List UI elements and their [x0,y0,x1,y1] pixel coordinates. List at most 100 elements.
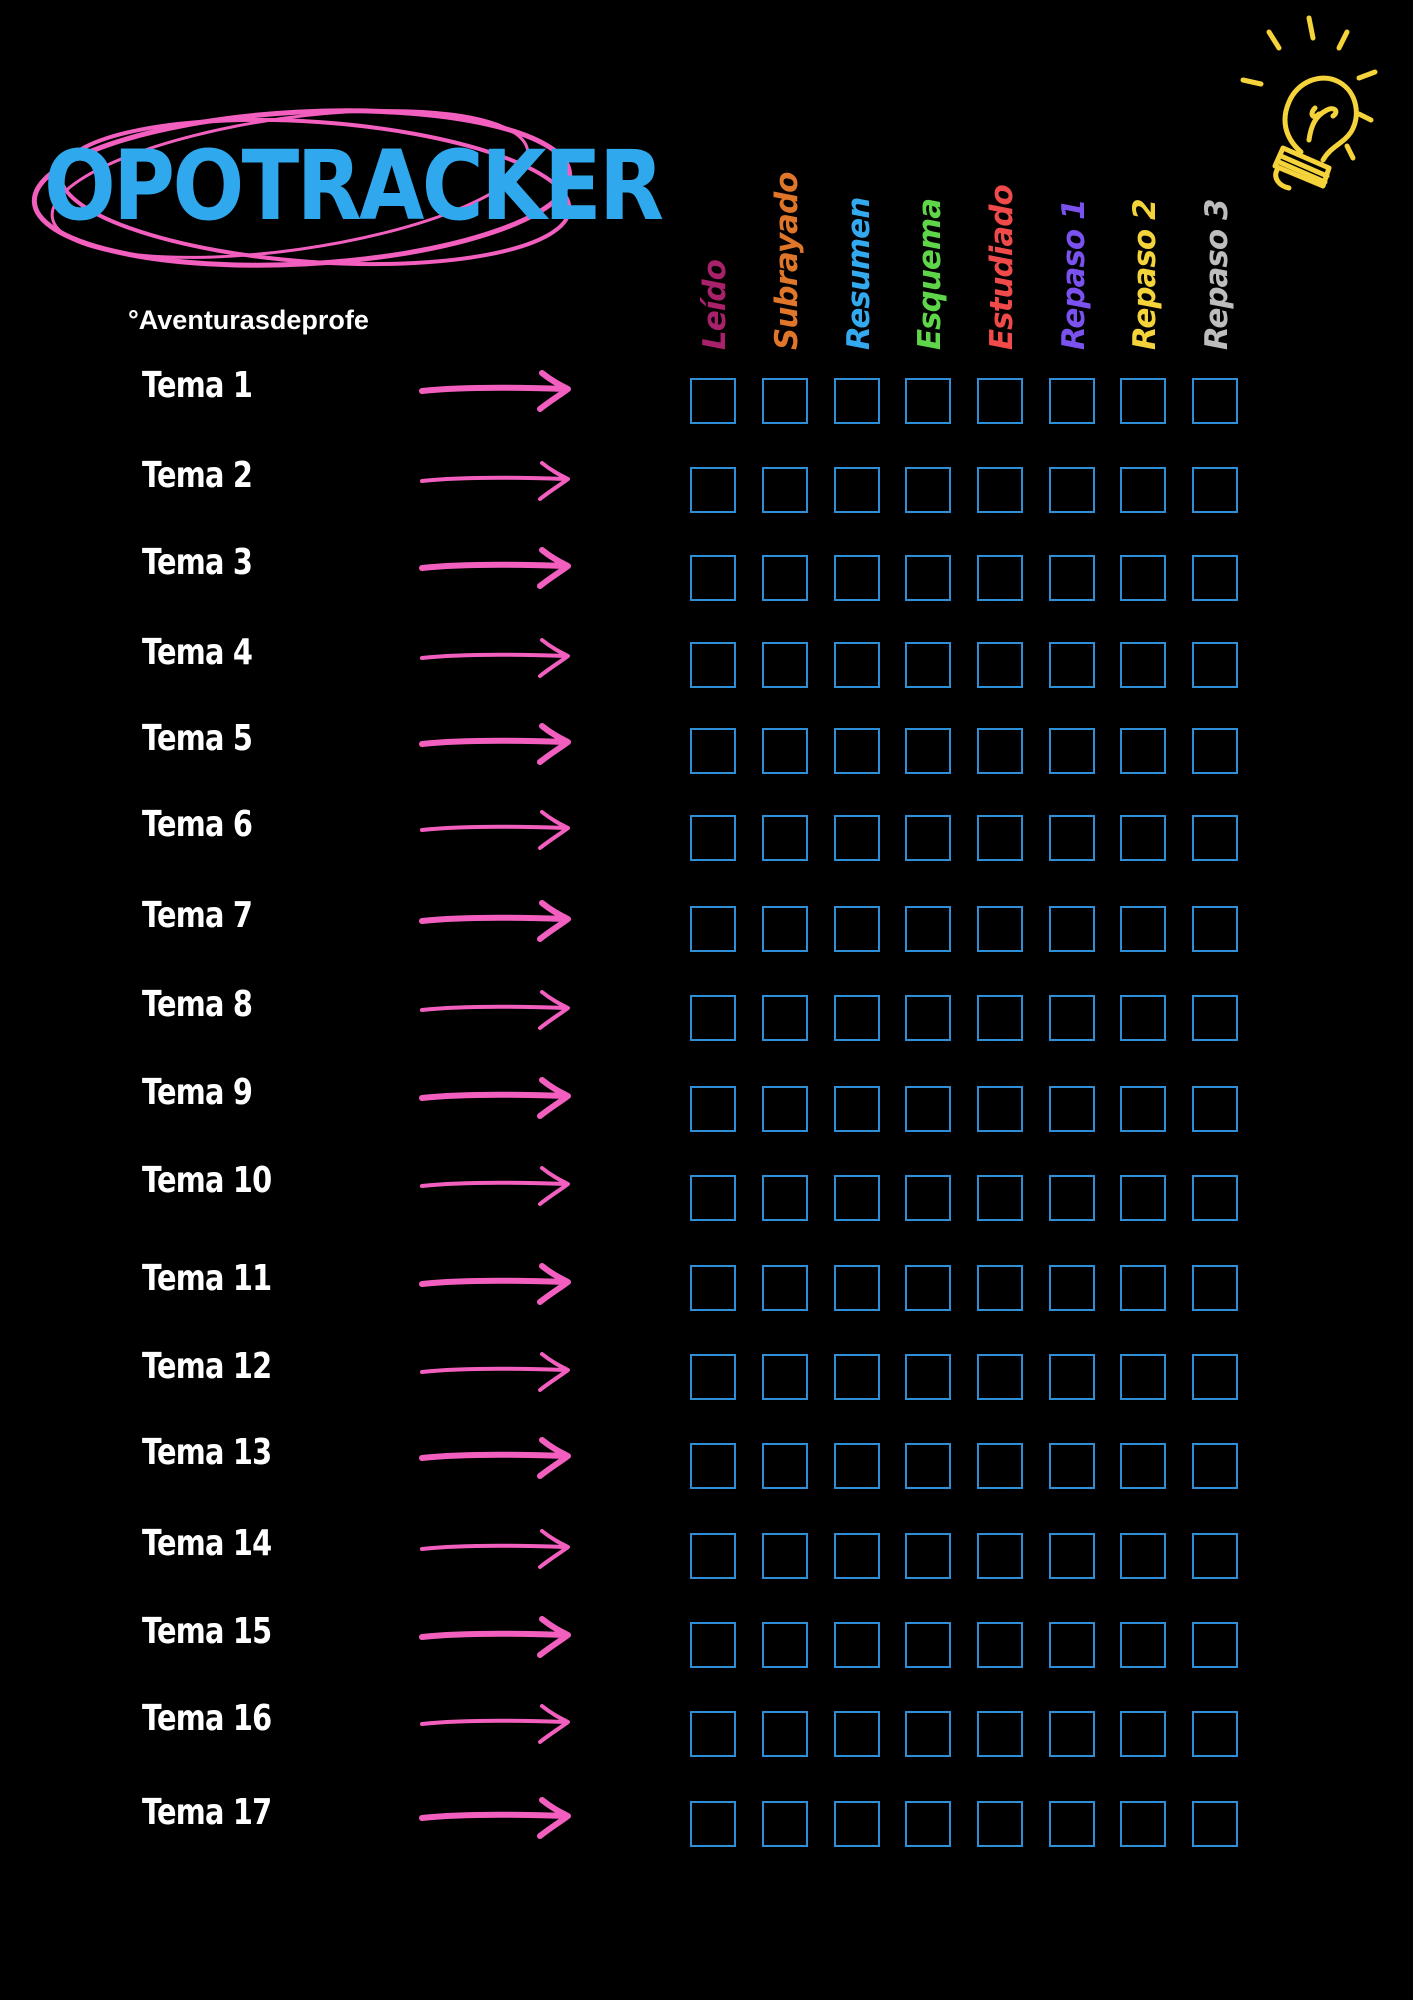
checkbox[interactable] [977,1086,1023,1132]
checkbox[interactable] [977,995,1023,1041]
checkbox[interactable] [977,1175,1023,1221]
checkbox[interactable] [905,467,951,513]
checkbox[interactable] [905,378,951,424]
checkbox[interactable] [1192,1354,1238,1400]
checkbox[interactable] [690,728,736,774]
checkbox[interactable] [1049,1801,1095,1847]
checkbox[interactable] [1192,815,1238,861]
checkbox[interactable] [834,378,880,424]
checkbox[interactable] [762,728,808,774]
checkbox[interactable] [1192,1533,1238,1579]
checkbox[interactable] [977,1622,1023,1668]
checkbox[interactable] [690,1801,736,1847]
checkbox[interactable] [1192,467,1238,513]
checkbox[interactable] [1049,378,1095,424]
checkbox[interactable] [1120,467,1166,513]
checkbox[interactable] [762,995,808,1041]
checkbox[interactable] [834,1175,880,1221]
checkbox[interactable] [1120,1175,1166,1221]
checkbox[interactable] [762,1711,808,1757]
checkbox[interactable] [1049,1175,1095,1221]
checkbox[interactable] [1049,1622,1095,1668]
checkbox[interactable] [1049,467,1095,513]
checkbox[interactable] [690,555,736,601]
checkbox[interactable] [762,1801,808,1847]
checkbox[interactable] [977,642,1023,688]
checkbox[interactable] [1120,995,1166,1041]
checkbox[interactable] [1049,1711,1095,1757]
checkbox[interactable] [1192,555,1238,601]
checkbox[interactable] [1192,1265,1238,1311]
checkbox[interactable] [1120,642,1166,688]
checkbox[interactable] [1120,555,1166,601]
checkbox[interactable] [905,1354,951,1400]
checkbox[interactable] [1192,378,1238,424]
checkbox[interactable] [905,1801,951,1847]
checkbox[interactable] [834,1443,880,1489]
checkbox[interactable] [834,1086,880,1132]
checkbox[interactable] [1120,1622,1166,1668]
checkbox[interactable] [1120,815,1166,861]
checkbox[interactable] [1120,1086,1166,1132]
checkbox[interactable] [1049,815,1095,861]
checkbox[interactable] [905,1443,951,1489]
checkbox[interactable] [834,1622,880,1668]
checkbox[interactable] [1120,1801,1166,1847]
checkbox[interactable] [977,555,1023,601]
checkbox[interactable] [762,815,808,861]
checkbox[interactable] [834,1711,880,1757]
checkbox[interactable] [1049,906,1095,952]
checkbox[interactable] [762,642,808,688]
checkbox[interactable] [834,1354,880,1400]
checkbox[interactable] [690,906,736,952]
checkbox[interactable] [1192,1175,1238,1221]
checkbox[interactable] [1192,1443,1238,1489]
checkbox[interactable] [690,642,736,688]
checkbox[interactable] [1120,906,1166,952]
checkbox[interactable] [762,555,808,601]
checkbox[interactable] [834,467,880,513]
checkbox[interactable] [1192,1086,1238,1132]
checkbox[interactable] [834,1801,880,1847]
checkbox[interactable] [1120,728,1166,774]
checkbox[interactable] [905,906,951,952]
checkbox[interactable] [1049,1086,1095,1132]
checkbox[interactable] [690,467,736,513]
checkbox[interactable] [1120,1443,1166,1489]
checkbox[interactable] [977,815,1023,861]
checkbox[interactable] [905,1175,951,1221]
checkbox[interactable] [1049,728,1095,774]
checkbox[interactable] [762,1622,808,1668]
checkbox[interactable] [690,1175,736,1221]
checkbox[interactable] [690,995,736,1041]
checkbox[interactable] [834,1265,880,1311]
checkbox[interactable] [1049,1265,1095,1311]
checkbox[interactable] [762,1443,808,1489]
checkbox[interactable] [762,1354,808,1400]
checkbox[interactable] [1049,1443,1095,1489]
checkbox[interactable] [762,1175,808,1221]
checkbox[interactable] [977,728,1023,774]
checkbox[interactable] [977,1801,1023,1847]
checkbox[interactable] [977,1265,1023,1311]
checkbox[interactable] [762,1086,808,1132]
checkbox[interactable] [977,906,1023,952]
checkbox[interactable] [1192,728,1238,774]
checkbox[interactable] [1192,906,1238,952]
checkbox[interactable] [690,1533,736,1579]
checkbox[interactable] [762,906,808,952]
checkbox[interactable] [905,1086,951,1132]
checkbox[interactable] [977,1443,1023,1489]
checkbox[interactable] [1192,1622,1238,1668]
checkbox[interactable] [690,1622,736,1668]
checkbox[interactable] [762,378,808,424]
checkbox[interactable] [905,642,951,688]
checkbox[interactable] [1192,642,1238,688]
checkbox[interactable] [690,815,736,861]
checkbox[interactable] [905,1265,951,1311]
checkbox[interactable] [834,1533,880,1579]
checkbox[interactable] [690,1086,736,1132]
checkbox[interactable] [1192,1801,1238,1847]
checkbox[interactable] [762,1533,808,1579]
checkbox[interactable] [977,378,1023,424]
